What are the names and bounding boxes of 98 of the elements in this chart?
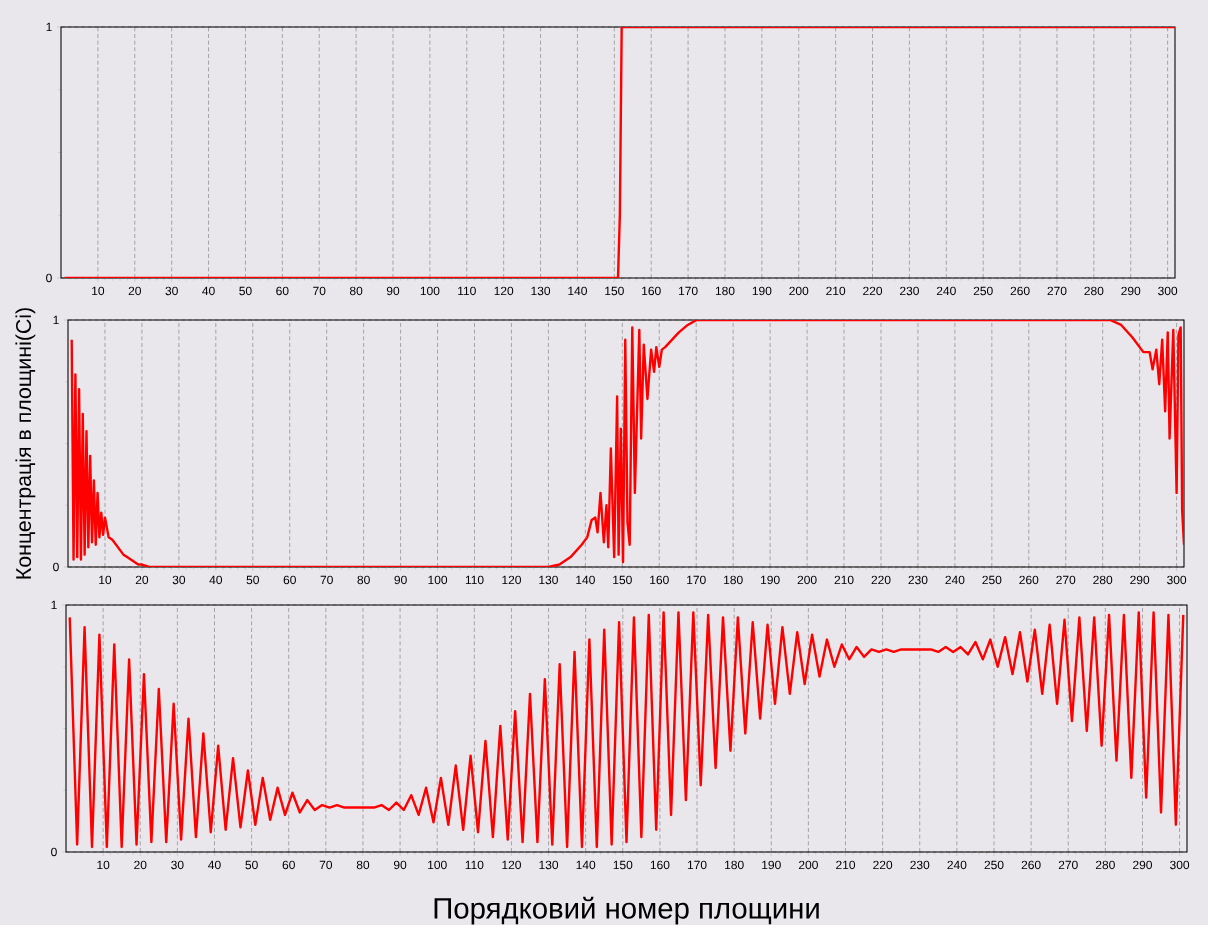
x-tick-label: 240 <box>936 286 956 296</box>
x-tick-label: 130 <box>531 286 551 296</box>
x-tick-label: 270 <box>1058 860 1078 870</box>
x-tick-label: 140 <box>568 286 587 296</box>
x-tick-label: 260 <box>1019 575 1039 585</box>
x-tick-label: 120 <box>502 575 521 585</box>
x-tick-label: 190 <box>752 286 772 296</box>
x-tick-label: 300 <box>1158 286 1178 296</box>
x-tick-label: 280 <box>1095 860 1115 870</box>
x-tick-label: 80 <box>349 286 363 296</box>
x-tick-label: 80 <box>357 575 370 585</box>
x-tick-label: 100 <box>428 575 448 585</box>
x-tick-label: 40 <box>202 286 215 296</box>
x-tick-label: 250 <box>982 575 1002 585</box>
x-tick-label: 90 <box>393 860 407 870</box>
x-tick-label: 10 <box>97 860 110 870</box>
x-tick-label: 110 <box>465 860 484 870</box>
x-tick-label: 120 <box>494 286 514 296</box>
x-tick-label: 290 <box>1121 286 1141 296</box>
x-tick-label: 270 <box>1056 575 1076 585</box>
x-tick-label: 230 <box>900 286 919 296</box>
x-tick-label: 20 <box>135 575 149 585</box>
x-tick-label: 60 <box>276 286 289 296</box>
x-tick-label: 190 <box>761 575 780 585</box>
x-tick-label: 210 <box>834 575 854 585</box>
x-tick-label: 210 <box>836 860 856 870</box>
x-tick-label: 110 <box>465 575 484 585</box>
x-tick-label: 180 <box>724 575 743 585</box>
x-tick-label: 200 <box>789 286 809 296</box>
x-tick-label: 120 <box>502 860 521 870</box>
x-tick-label: 60 <box>283 575 296 585</box>
x-tick-label: 150 <box>613 860 633 870</box>
x-tick-label: 160 <box>642 286 661 296</box>
x-tick-label: 290 <box>1130 575 1150 585</box>
x-tick-label: 200 <box>797 575 817 585</box>
x-tick-label: 200 <box>798 860 818 870</box>
x-tick-label: 280 <box>1084 286 1104 296</box>
x-tick-label: 150 <box>613 575 632 585</box>
x-tick-label: 160 <box>650 575 669 585</box>
x-tick-label: 250 <box>984 860 1004 870</box>
x-tick-label: 270 <box>1047 286 1067 296</box>
x-tick-label: 300 <box>1170 860 1190 870</box>
y-tick-label: 0 <box>53 562 59 572</box>
x-tick-label: 140 <box>576 860 596 870</box>
y-tick-label: 1 <box>51 600 57 610</box>
x-tick-label: 170 <box>687 575 706 585</box>
x-tick-label: 140 <box>576 575 595 585</box>
x-tick-label: 70 <box>319 860 333 870</box>
x-tick-label: 250 <box>973 286 993 296</box>
x-tick-label: 160 <box>650 860 670 870</box>
x-tick-label: 10 <box>92 286 105 296</box>
x-tick-label: 230 <box>908 575 928 585</box>
x-tick-label: 90 <box>394 575 407 585</box>
x-tick-label: 10 <box>99 575 112 585</box>
x-axis-title: Порядковий номер площини <box>434 896 819 925</box>
x-tick-label: 170 <box>679 286 698 296</box>
x-tick-label: 290 <box>1133 860 1152 870</box>
y-tick-label: 0 <box>46 273 52 283</box>
x-tick-label: 170 <box>687 860 707 870</box>
x-tick-label: 240 <box>945 575 965 585</box>
x-tick-label: 50 <box>239 286 252 296</box>
x-tick-label: 30 <box>172 575 186 585</box>
x-tick-label: 130 <box>539 575 558 585</box>
x-tick-label: 70 <box>320 575 333 585</box>
x-tick-label: 70 <box>313 286 326 296</box>
x-tick-label: 20 <box>134 860 147 870</box>
x-tick-label: 40 <box>208 860 221 870</box>
x-tick-label: 100 <box>428 860 447 870</box>
x-tick-label: 240 <box>947 860 967 870</box>
x-tick-label: 220 <box>871 575 891 585</box>
x-tick-label: 80 <box>356 860 370 870</box>
x-tick-label: 210 <box>826 286 846 296</box>
x-tick-label: 220 <box>863 286 883 296</box>
x-tick-label: 280 <box>1093 575 1113 585</box>
y-axis-title: Концентрація в площині(Ci) <box>15 308 36 579</box>
x-tick-label: 130 <box>539 860 559 870</box>
x-tick-label: 60 <box>282 860 295 870</box>
y-tick-label: 0 <box>51 847 57 857</box>
x-tick-label: 180 <box>715 286 735 296</box>
x-tick-label: 50 <box>246 575 259 585</box>
y-tick-label: 1 <box>53 315 59 325</box>
x-tick-label: 230 <box>910 860 930 870</box>
x-tick-label: 40 <box>209 575 223 585</box>
x-tick-label: 220 <box>873 860 893 870</box>
x-tick-label: 100 <box>420 286 440 296</box>
x-tick-label: 300 <box>1167 575 1187 585</box>
x-tick-label: 30 <box>165 286 178 296</box>
x-tick-label: 50 <box>245 860 258 870</box>
x-tick-label: 110 <box>458 286 476 296</box>
x-tick-label: 20 <box>128 286 141 296</box>
x-tick-label: 260 <box>1021 860 1041 870</box>
x-tick-label: 190 <box>762 860 781 870</box>
x-tick-label: 260 <box>1010 286 1030 296</box>
x-tick-label: 90 <box>386 286 400 296</box>
x-tick-label: 30 <box>171 860 184 870</box>
x-tick-label: 150 <box>605 286 624 296</box>
y-tick-label: 1 <box>46 22 52 32</box>
x-tick-label: 180 <box>725 860 744 870</box>
